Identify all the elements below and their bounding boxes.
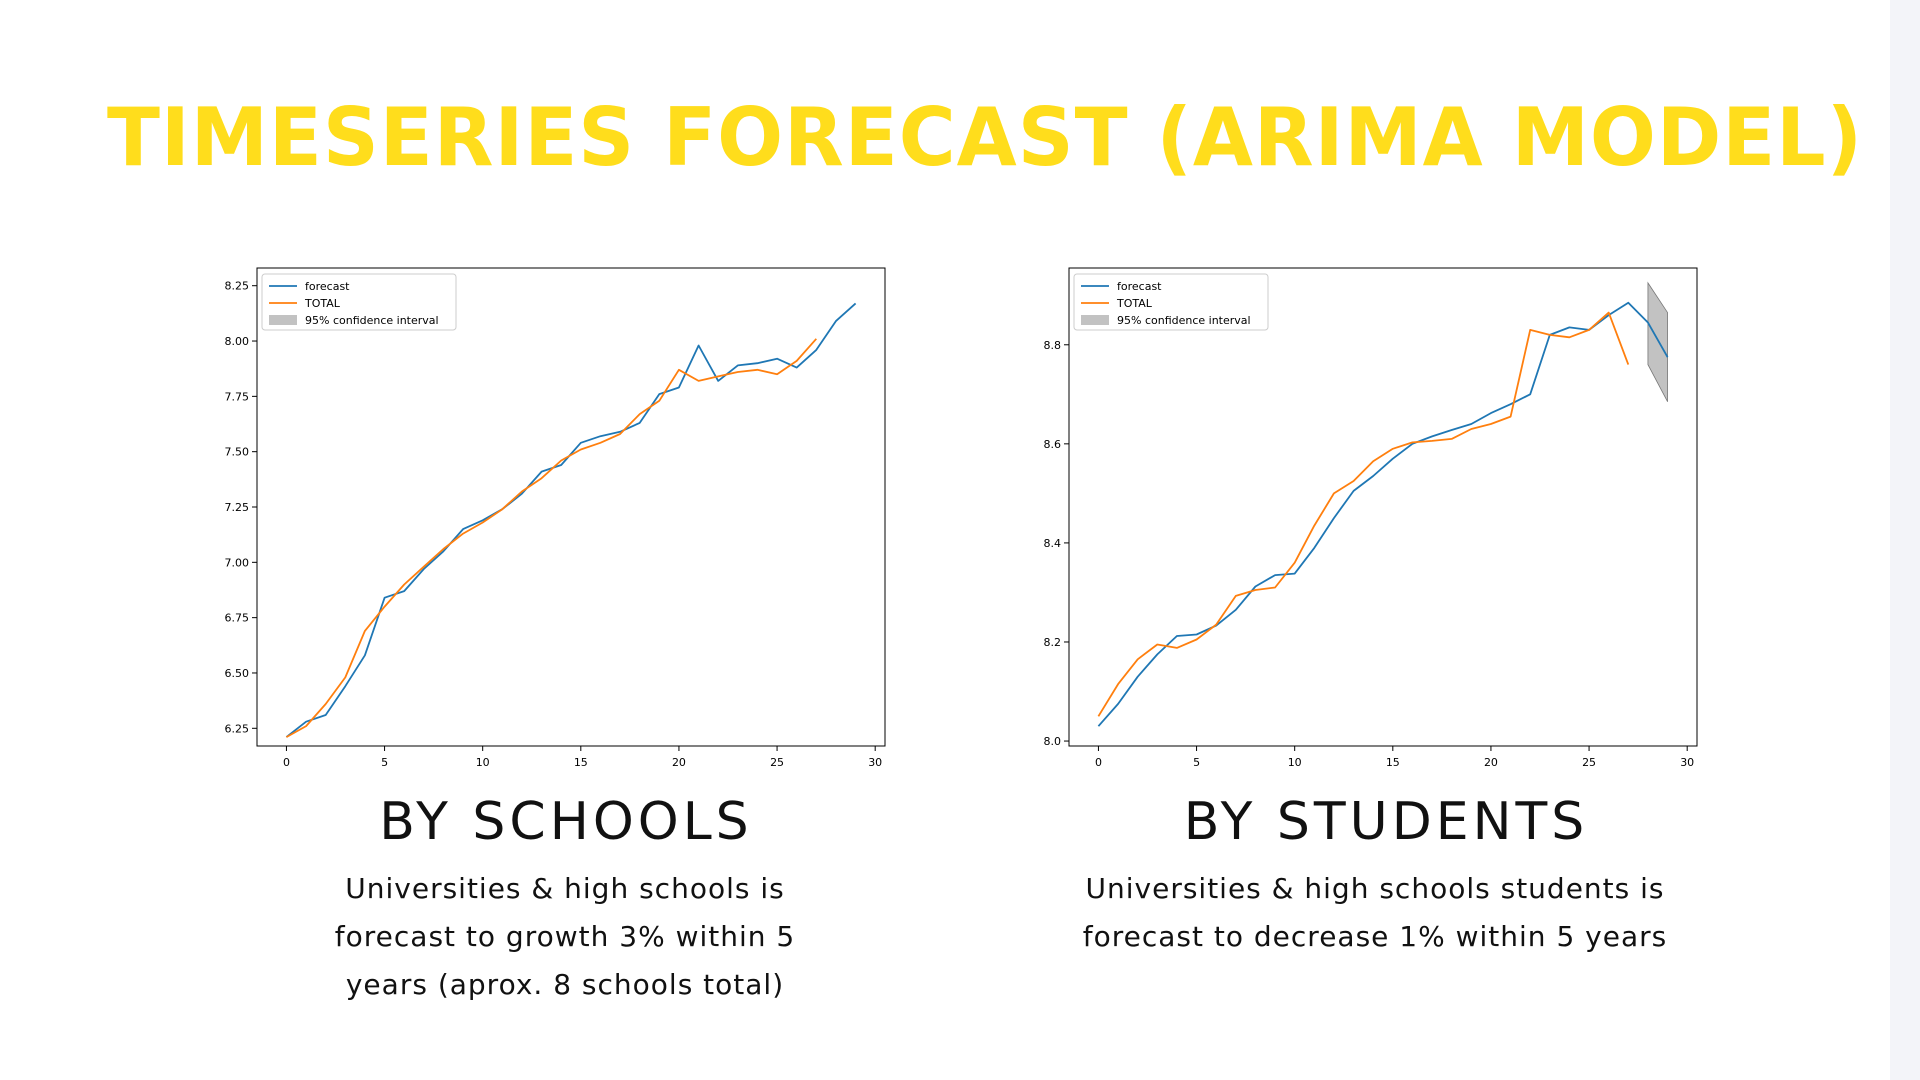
y-tick-label: 7.75 [225,390,250,403]
x-tick-label: 25 [770,756,784,769]
x-tick-label: 15 [1386,756,1400,769]
y-tick-label: 7.50 [225,446,250,459]
legend-label: 95% confidence interval [305,314,439,327]
page-title: TIMESERIES FORECAST (ARIMA MODEL) [107,91,1864,184]
x-tick-label: 25 [1582,756,1596,769]
right-edge-strip [1890,0,1920,1080]
y-tick-label: 7.00 [225,556,250,569]
chart-by-students: 0 5 10 15 20 25 30 8.0 8.2 8.4 8.6 8.8 forecast TOTAL… [1044,267,1698,769]
chart-legend: forecast TOTAL 95% confidence interval [1073,273,1269,331]
legend-swatch-confidence [1081,315,1109,325]
y-tick-label: 8.0 [1044,735,1062,748]
x-tick-label: 10 [476,756,490,769]
x-tick-label: 20 [672,756,686,769]
legend-box [261,273,457,331]
y-tick-label: 6.50 [225,667,250,680]
chart-legend: forecast TOTAL 95% confidence interval [261,273,457,331]
x-tick-label: 30 [868,756,882,769]
chart-by-schools: 0 5 10 15 20 25 30 6.25 6.50 6.75 7.00 7.25 7.50 7.75… [225,267,886,769]
section-heading-students: BY STUDENTS [1183,792,1589,852]
legend-label: 95% confidence interval [1117,314,1251,327]
y-tick-label: 6.75 [225,612,250,625]
series-line-total [285,338,817,738]
x-tick-label: 15 [574,756,588,769]
plot-area [257,268,885,746]
x-tick-label: 10 [1288,756,1302,769]
series-line-forecast [285,302,857,738]
section-heading-schools: BY SCHOOLS [379,792,753,852]
y-tick-label: 8.6 [1044,438,1062,451]
legend-swatch-confidence [269,315,297,325]
legend-label: TOTAL [1116,297,1153,310]
legend-label: forecast [305,280,350,293]
plot-frame [1068,267,1698,747]
x-tick-label: 30 [1680,756,1694,769]
section-description-schools: Universities & high schools is forecast … [334,872,796,1001]
plot-area [1069,268,1697,746]
x-tick-label: 0 [1095,756,1102,769]
series-line-forecast [1097,301,1669,727]
y-tick-label: 8.8 [1044,339,1062,352]
x-tick-label: 5 [381,756,388,769]
section-description-students: Universities & high schools students is … [1082,872,1668,953]
legend-label: TOTAL [304,297,341,310]
y-tick-label: 6.25 [225,722,250,735]
y-tick-label: 8.4 [1044,537,1062,550]
legend-label: forecast [1117,280,1162,293]
y-tick-label: 7.25 [225,501,250,514]
y-tick-label: 8.2 [1044,636,1062,649]
x-tick-label: 20 [1484,756,1498,769]
legend-box [1073,273,1269,331]
y-tick-label: 8.00 [225,335,250,348]
y-tick-label: 8.25 [225,280,250,293]
x-tick-label: 5 [1193,756,1200,769]
x-tick-label: 0 [283,756,290,769]
confidence-interval-band [1647,281,1668,402]
series-line-total [1097,311,1630,717]
